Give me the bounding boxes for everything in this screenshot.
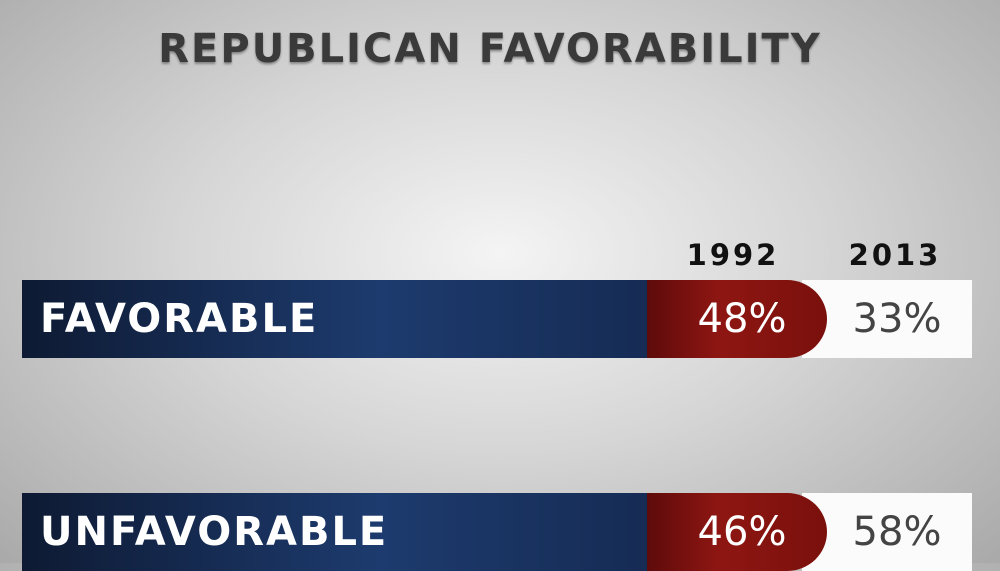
value-cell: 48%: [697, 296, 787, 342]
label-bar: [22, 493, 672, 571]
cell-bg: [647, 493, 827, 571]
cell-bg: [802, 493, 972, 571]
column-header: 2013: [848, 238, 942, 272]
label-bar: [22, 280, 672, 358]
row-label: FAVORABLE: [40, 296, 319, 342]
row: UNFAVORABLE 46% 58%: [22, 493, 972, 571]
row-label: UNFAVORABLE: [40, 509, 389, 555]
row: FAVORABLE 48% 33%: [22, 280, 972, 358]
title: REPUBLICAN FAVORABILITY: [158, 26, 822, 72]
value-cell: 46%: [697, 509, 787, 555]
cell-bg: [647, 280, 827, 358]
cell-bg: [802, 280, 972, 358]
value-cell: 33%: [852, 296, 942, 342]
value-cell: 58%: [852, 509, 942, 555]
column-header: 1992: [686, 238, 780, 272]
